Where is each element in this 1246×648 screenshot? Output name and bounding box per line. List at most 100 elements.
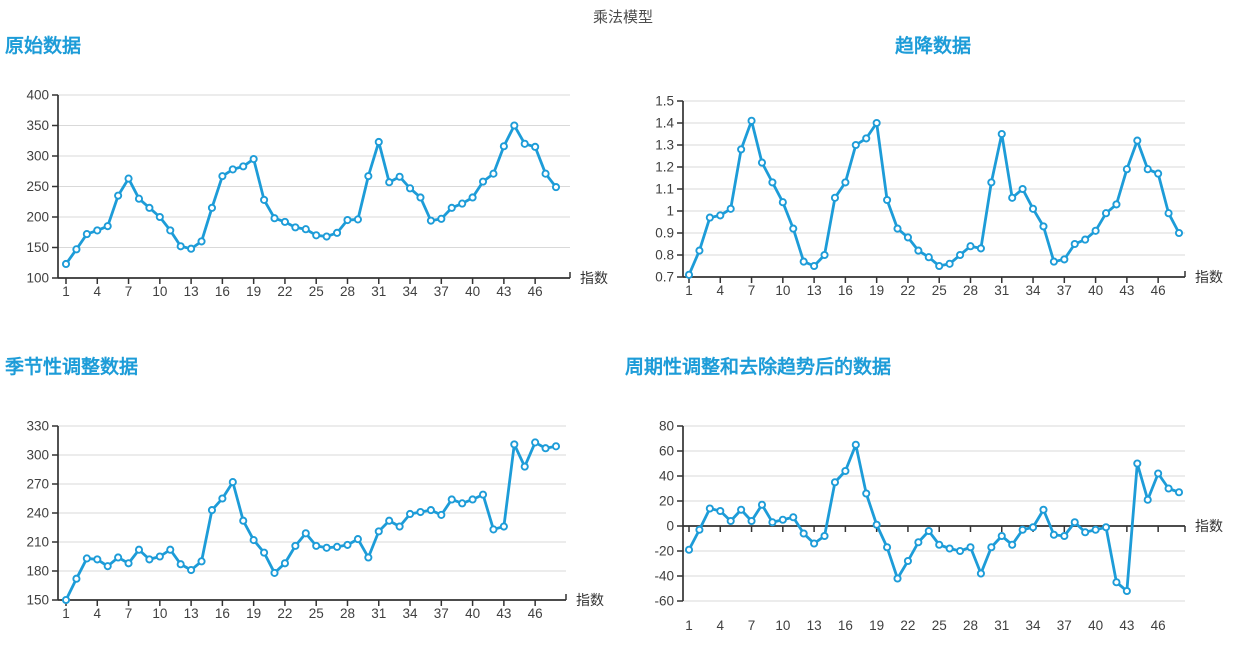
chart-title-detrended-data: 趋降数据 bbox=[894, 36, 971, 57]
svg-text:43: 43 bbox=[496, 606, 511, 621]
svg-text:16: 16 bbox=[838, 283, 853, 298]
svg-text:28: 28 bbox=[963, 618, 978, 633]
svg-text:10: 10 bbox=[152, 284, 167, 299]
svg-text:13: 13 bbox=[807, 283, 822, 298]
svg-text:350: 350 bbox=[26, 118, 49, 133]
svg-text:46: 46 bbox=[1151, 618, 1166, 633]
svg-text:7: 7 bbox=[125, 606, 133, 621]
svg-text:40: 40 bbox=[1088, 283, 1103, 298]
svg-text:46: 46 bbox=[1151, 283, 1166, 298]
svg-text:37: 37 bbox=[434, 284, 449, 299]
svg-text:1.3: 1.3 bbox=[655, 138, 674, 153]
svg-text:80: 80 bbox=[659, 419, 674, 434]
svg-text:31: 31 bbox=[994, 618, 1009, 633]
svg-text:300: 300 bbox=[26, 448, 49, 463]
svg-text:13: 13 bbox=[807, 618, 822, 633]
svg-text:31: 31 bbox=[371, 606, 386, 621]
chart-title-original-data: 原始数据 bbox=[5, 36, 82, 57]
svg-text:46: 46 bbox=[528, 606, 543, 621]
svg-text:1: 1 bbox=[666, 204, 674, 219]
svg-text:43: 43 bbox=[1119, 618, 1134, 633]
svg-text:1.5: 1.5 bbox=[655, 94, 674, 109]
svg-text:240: 240 bbox=[26, 506, 49, 521]
svg-text:10: 10 bbox=[775, 283, 790, 298]
svg-text:22: 22 bbox=[277, 606, 292, 621]
svg-text:31: 31 bbox=[371, 284, 386, 299]
svg-text:1.2: 1.2 bbox=[655, 160, 674, 175]
svg-text:180: 180 bbox=[26, 564, 49, 579]
svg-text:22: 22 bbox=[900, 283, 915, 298]
svg-text:0.9: 0.9 bbox=[655, 226, 674, 241]
svg-text:25: 25 bbox=[309, 606, 324, 621]
detrended-data-plot: 1.5 1.4 1.3 1.2 1.1 1 0.9 0.8 0.7 1 4 7 10 13 16 19 22 25… bbox=[655, 94, 1223, 299]
svg-text:25: 25 bbox=[309, 284, 324, 299]
svg-text:-20: -20 bbox=[654, 544, 674, 559]
svg-text:0: 0 bbox=[666, 519, 674, 534]
svg-text:34: 34 bbox=[403, 284, 419, 299]
svg-text:210: 210 bbox=[26, 535, 49, 550]
svg-text:37: 37 bbox=[434, 606, 449, 621]
svg-text:19: 19 bbox=[246, 284, 261, 299]
svg-text:13: 13 bbox=[184, 606, 199, 621]
svg-text:指数: 指数 bbox=[580, 270, 608, 286]
svg-text:46: 46 bbox=[528, 284, 543, 299]
svg-text:40: 40 bbox=[465, 284, 480, 299]
svg-text:100: 100 bbox=[26, 271, 49, 286]
svg-text:指数: 指数 bbox=[576, 592, 604, 608]
svg-text:1: 1 bbox=[685, 618, 693, 633]
svg-text:指数: 指数 bbox=[1195, 518, 1223, 534]
svg-text:4: 4 bbox=[717, 283, 725, 298]
svg-text:25: 25 bbox=[932, 618, 947, 633]
svg-text:150: 150 bbox=[26, 240, 49, 255]
svg-text:40: 40 bbox=[465, 606, 480, 621]
chart-title-cycle-adjusted-detrended-data: 周期性调整和去除趋势后的数据 bbox=[625, 357, 892, 378]
svg-text:31: 31 bbox=[994, 283, 1009, 298]
svg-text:40: 40 bbox=[1088, 618, 1103, 633]
svg-text:28: 28 bbox=[340, 606, 355, 621]
svg-text:28: 28 bbox=[340, 284, 355, 299]
svg-text:20: 20 bbox=[659, 494, 674, 509]
svg-text:4: 4 bbox=[94, 606, 102, 621]
svg-text:0.7: 0.7 bbox=[655, 270, 674, 285]
svg-text:300: 300 bbox=[26, 149, 49, 164]
svg-text:37: 37 bbox=[1057, 283, 1072, 298]
svg-text:10: 10 bbox=[775, 618, 790, 633]
svg-text:10: 10 bbox=[152, 606, 167, 621]
svg-text:34: 34 bbox=[1026, 283, 1042, 298]
svg-text:43: 43 bbox=[496, 284, 511, 299]
svg-text:43: 43 bbox=[1119, 283, 1134, 298]
svg-text:4: 4 bbox=[94, 284, 102, 299]
svg-text:16: 16 bbox=[838, 618, 853, 633]
svg-text:22: 22 bbox=[277, 284, 292, 299]
svg-text:200: 200 bbox=[26, 210, 49, 225]
svg-text:25: 25 bbox=[932, 283, 947, 298]
svg-text:1: 1 bbox=[685, 283, 693, 298]
seasonally-adjusted-data-plot: 330 300 270 240 210 180 150 1 4 7 10 13 16 19 22 25 28 31… bbox=[26, 419, 604, 622]
svg-text:-40: -40 bbox=[654, 569, 674, 584]
svg-text:1: 1 bbox=[62, 606, 70, 621]
svg-text:400: 400 bbox=[26, 88, 49, 103]
svg-text:1.1: 1.1 bbox=[655, 182, 674, 197]
svg-text:-60: -60 bbox=[654, 594, 674, 609]
svg-text:13: 13 bbox=[184, 284, 199, 299]
svg-text:16: 16 bbox=[215, 284, 230, 299]
page-title: 乘法模型 bbox=[592, 9, 653, 26]
svg-text:1.4: 1.4 bbox=[655, 116, 674, 131]
cycle-adjusted-detrended-data-plot: 80 60 40 20 0 -20 -40 -60 1 4 7 10 13 16 19 22 25 28 31 34 3… bbox=[654, 419, 1223, 634]
svg-text:60: 60 bbox=[659, 444, 674, 459]
chart-title-seasonally-adjusted-data: 季节性调整数据 bbox=[5, 357, 139, 378]
svg-text:34: 34 bbox=[1026, 618, 1042, 633]
svg-text:0.8: 0.8 bbox=[655, 248, 674, 263]
svg-text:7: 7 bbox=[748, 618, 756, 633]
svg-text:7: 7 bbox=[125, 284, 133, 299]
svg-text:37: 37 bbox=[1057, 618, 1072, 633]
svg-text:16: 16 bbox=[215, 606, 230, 621]
svg-text:40: 40 bbox=[659, 469, 674, 484]
svg-text:150: 150 bbox=[26, 593, 49, 608]
original-data-plot: 400 350 300 250 200 150 100 1 4 7 10 13 16 19 22 25 28 31… bbox=[26, 88, 608, 300]
svg-text:4: 4 bbox=[717, 618, 725, 633]
svg-text:19: 19 bbox=[869, 618, 884, 633]
svg-text:28: 28 bbox=[963, 283, 978, 298]
svg-text:330: 330 bbox=[26, 419, 49, 434]
